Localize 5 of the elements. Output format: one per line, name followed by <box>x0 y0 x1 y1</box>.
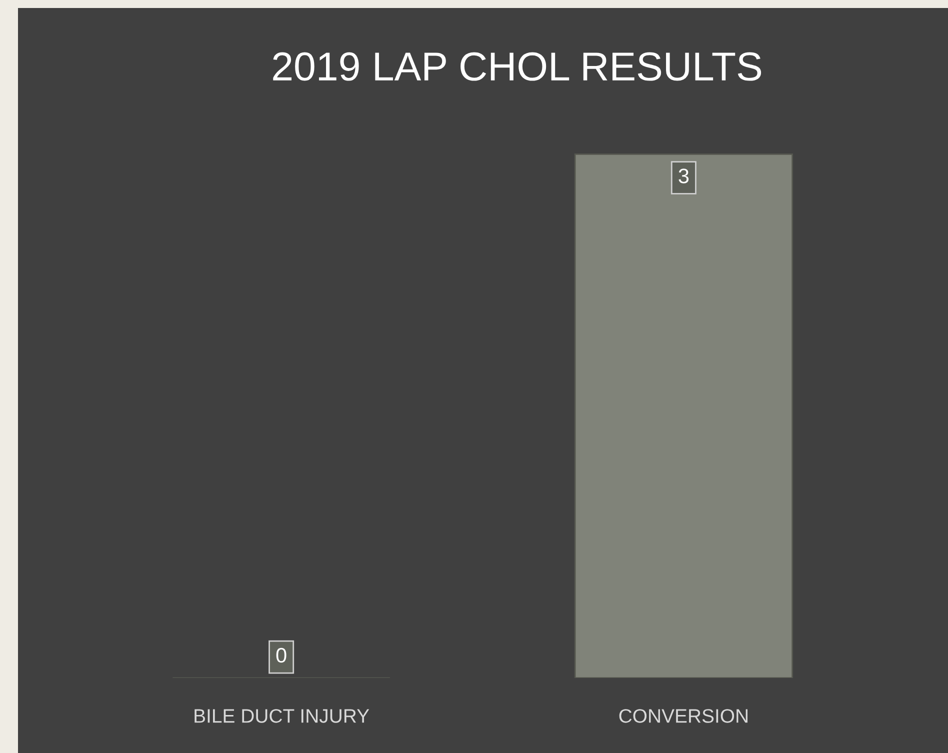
data-label: 0 <box>276 648 286 663</box>
x-tick-label: BILE DUCT INJURY <box>194 709 370 723</box>
chart-title: 2019 LAP CHOL RESULTS <box>273 52 762 81</box>
x-tick-label: CONVERSION <box>619 709 748 723</box>
data-label: 3 <box>678 168 689 184</box>
